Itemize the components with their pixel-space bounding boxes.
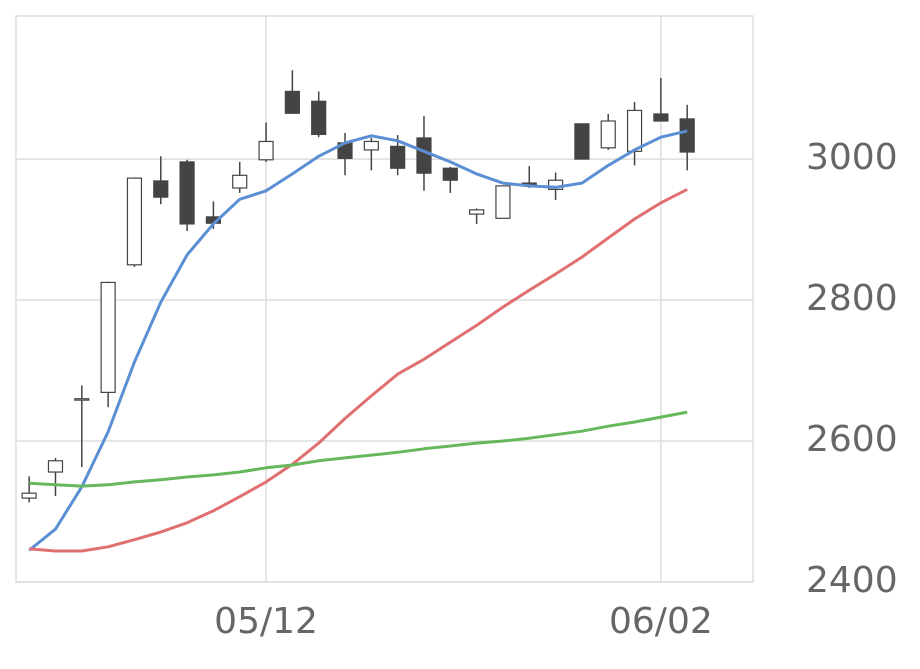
moving-average-line — [29, 410, 688, 488]
candle-body — [390, 145, 406, 169]
candle-body — [469, 209, 485, 215]
x-tick-label: 06/02 — [609, 601, 713, 642]
candle-body — [153, 180, 169, 198]
candle-body — [284, 90, 300, 114]
moving-average-line — [28, 129, 688, 552]
y-tick-label: 3000 — [806, 137, 898, 178]
candle-body — [574, 123, 590, 160]
candle-body — [100, 281, 116, 393]
plot-frame — [15, 15, 754, 583]
candle-body — [47, 460, 64, 473]
candle-body — [179, 161, 195, 225]
y-tick-label: 2600 — [806, 419, 898, 460]
candle-body — [232, 174, 248, 189]
candle-body — [126, 177, 143, 266]
y-tick-label: 2800 — [806, 278, 898, 319]
candle-body — [416, 137, 432, 174]
candle-body — [626, 109, 643, 152]
candle-body — [21, 492, 37, 499]
candle-body — [600, 120, 616, 149]
candle-body — [311, 100, 327, 136]
x-tick-label: 05/12 — [214, 601, 318, 642]
moving-average-line — [29, 188, 688, 553]
candle-body — [679, 118, 695, 153]
y-tick-label: 2400 — [806, 560, 898, 601]
candle-body — [363, 140, 379, 151]
candle-body — [495, 185, 511, 219]
candle-body — [74, 398, 90, 401]
candle-body — [653, 113, 669, 122]
candle-body — [258, 140, 274, 161]
candle-body — [442, 167, 458, 181]
